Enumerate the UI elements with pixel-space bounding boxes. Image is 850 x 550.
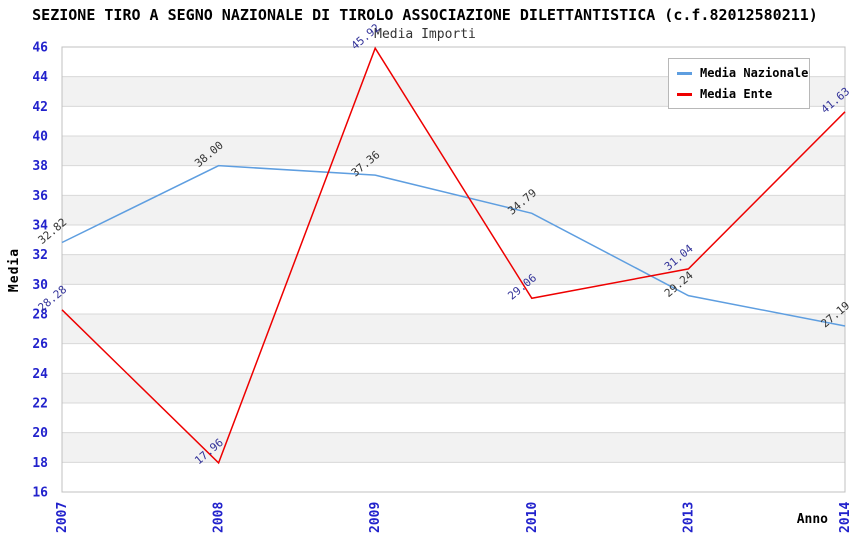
y-tick-label: 44 bbox=[32, 70, 48, 85]
legend-swatch-red-line bbox=[677, 92, 692, 96]
plot-band bbox=[62, 136, 845, 166]
legend-label-media-nazionale: Media Nazionale bbox=[700, 66, 809, 80]
plot-band bbox=[62, 195, 845, 225]
y-tick-label: 30 bbox=[32, 278, 48, 293]
legend-label-media-ente: Media Ente bbox=[700, 87, 773, 101]
y-tick-label: 24 bbox=[32, 367, 48, 382]
series-line bbox=[61, 164, 846, 327]
y-tick-label: 28 bbox=[32, 308, 48, 323]
y-tick-label: 22 bbox=[32, 397, 48, 412]
x-tick-label: 2014 bbox=[838, 502, 850, 533]
series-line bbox=[61, 46, 846, 465]
y-tick-label: 20 bbox=[32, 426, 48, 441]
plot-band bbox=[62, 432, 845, 463]
legend-swatch-blue-line bbox=[677, 71, 692, 75]
y-tick-label: 42 bbox=[32, 100, 48, 115]
y-tick-label: 36 bbox=[32, 189, 48, 204]
x-tick-label: 2008 bbox=[212, 502, 227, 533]
legend-item-media-nazionale: Media Nazionale bbox=[677, 66, 808, 80]
plot-band bbox=[62, 254, 845, 285]
y-tick-label: 32 bbox=[32, 248, 48, 263]
y-axis-title: Media bbox=[7, 247, 22, 293]
plot-band bbox=[62, 373, 845, 403]
point-label: 45.92 bbox=[349, 21, 383, 52]
y-tick-label: 18 bbox=[32, 456, 48, 471]
legend-item-media-ente: Media Ente bbox=[677, 87, 801, 101]
y-tick-label: 34 bbox=[32, 219, 48, 234]
x-tick-label: 2013 bbox=[681, 502, 696, 533]
plot-band bbox=[62, 314, 845, 344]
legend: Media Nazionale Media Ente bbox=[668, 58, 810, 109]
x-tick-label: 2007 bbox=[55, 502, 70, 533]
y-tick-label: 46 bbox=[32, 41, 48, 56]
chart-title: SEZIONE TIRO A SEGNO NAZIONALE DI TIROLO… bbox=[32, 6, 818, 24]
y-tick-label: 26 bbox=[32, 337, 48, 352]
x-axis-title: Anno bbox=[796, 512, 828, 527]
x-tick-label: 2009 bbox=[368, 502, 383, 533]
plot-border bbox=[61, 46, 846, 493]
y-tick-label: 16 bbox=[32, 486, 48, 501]
y-tick-label: 40 bbox=[32, 130, 48, 145]
x-tick-label: 2010 bbox=[525, 502, 540, 533]
y-tick-label: 38 bbox=[32, 159, 48, 174]
chart-subtitle: Media Importi bbox=[374, 27, 476, 42]
